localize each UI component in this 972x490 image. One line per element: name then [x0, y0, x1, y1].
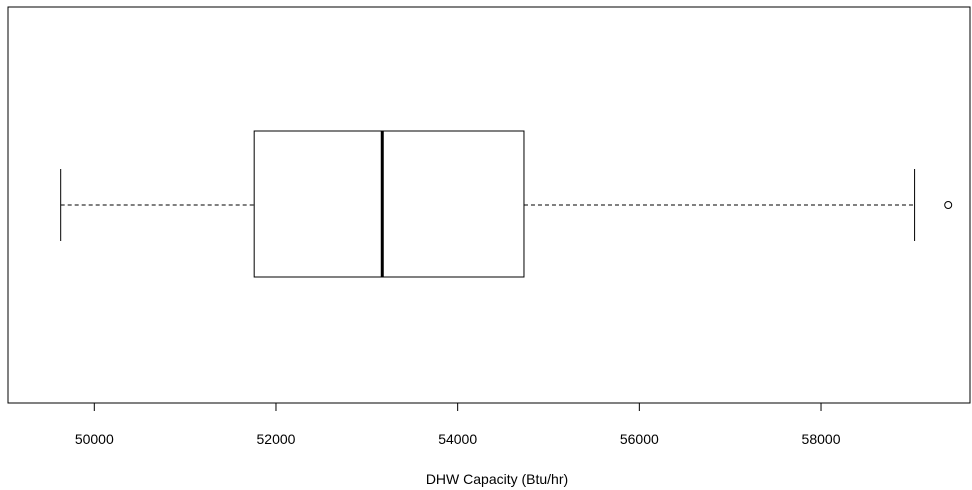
x-tick-label: 54000	[438, 431, 477, 447]
x-tick-label: 50000	[75, 431, 114, 447]
outlier-point	[944, 201, 953, 209]
x-axis-label: DHW Capacity (Btu/hr)	[426, 471, 568, 487]
box-plot	[60, 130, 953, 278]
x-tick-label: 58000	[802, 431, 841, 447]
x-tick-label: 52000	[257, 431, 296, 447]
iqr-box	[253, 130, 525, 278]
x-axis: 50000 52000 54000 56000 58000	[75, 402, 841, 447]
outliers	[944, 201, 953, 209]
x-tick-label: 56000	[620, 431, 659, 447]
